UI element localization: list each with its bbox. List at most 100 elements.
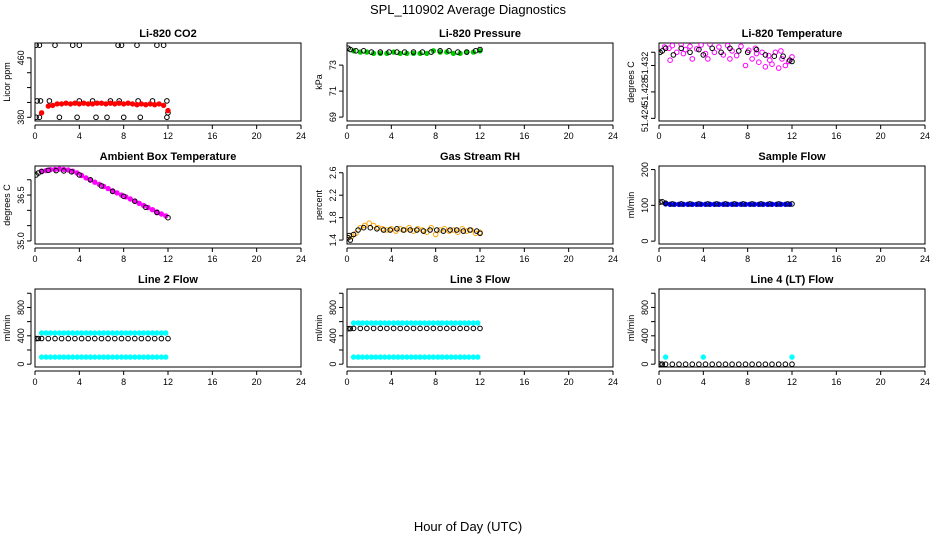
data-point xyxy=(435,354,441,360)
x-tick-label: 24 xyxy=(920,131,930,141)
data-point xyxy=(112,101,118,107)
x-tick-label: 12 xyxy=(787,254,797,264)
data-point xyxy=(430,320,437,326)
data-point xyxy=(132,335,138,342)
y-tick-label: 0 xyxy=(640,362,650,367)
data-point xyxy=(410,49,417,55)
x-tick-label: 16 xyxy=(207,254,217,264)
data-point xyxy=(137,114,144,121)
data-point xyxy=(129,101,136,107)
y-tick-label: 100 xyxy=(640,198,650,213)
data-point xyxy=(460,228,467,234)
x-tick-label: 8 xyxy=(121,377,126,387)
data-point xyxy=(100,330,107,336)
data-point xyxy=(407,227,414,233)
plot-frame xyxy=(658,42,926,122)
data-point xyxy=(78,354,85,360)
data-point xyxy=(367,224,374,231)
data-point xyxy=(390,354,397,360)
data-point xyxy=(145,335,151,342)
data-point xyxy=(771,53,778,60)
data-point xyxy=(65,330,71,336)
data-point xyxy=(65,335,72,342)
y-axis-label: degrees C xyxy=(626,61,636,103)
data-point xyxy=(140,330,147,336)
data-point xyxy=(78,330,85,336)
series-cyan-upper xyxy=(350,320,481,326)
data-layer xyxy=(659,199,795,207)
x-tick-label: 16 xyxy=(519,131,529,141)
data-point xyxy=(428,49,435,55)
data-point xyxy=(107,100,114,106)
data-point xyxy=(477,46,483,53)
x-tick-label: 16 xyxy=(519,377,529,387)
data-point xyxy=(453,227,460,233)
data-point xyxy=(118,354,125,360)
data-point xyxy=(444,354,450,360)
x-tick-label: 24 xyxy=(608,131,618,141)
y-tick-label: 800 xyxy=(328,300,338,315)
data-point xyxy=(722,361,729,367)
x-tick-label: 16 xyxy=(831,377,841,387)
data-point xyxy=(78,335,85,342)
data-point xyxy=(114,354,120,360)
data-point xyxy=(164,114,170,121)
series-magenta xyxy=(38,166,169,219)
data-point xyxy=(125,335,131,342)
data-point xyxy=(689,361,696,367)
data-point xyxy=(154,330,160,336)
data-point xyxy=(659,199,666,205)
data-point xyxy=(74,330,80,336)
data-point xyxy=(38,330,45,336)
data-point xyxy=(85,101,91,107)
y-axis-label: degrees C xyxy=(2,184,12,226)
data-point xyxy=(58,101,65,107)
data-point xyxy=(705,201,711,207)
panel-5: Gas Stream RH 0 4 8 12 16 20 24 1.4 1.8 2.2 2.6 perc… xyxy=(314,151,618,264)
data-point xyxy=(461,354,468,360)
x-tick-label: 20 xyxy=(252,377,262,387)
data-point xyxy=(463,325,470,332)
data-point xyxy=(448,320,454,326)
data-point xyxy=(118,43,125,48)
data-point xyxy=(359,320,366,326)
plot-frame xyxy=(34,42,302,122)
y-tick-label: 400 xyxy=(16,328,26,343)
data-point xyxy=(69,330,76,336)
data-point xyxy=(366,220,373,226)
panel-title: Line 3 Flow xyxy=(450,274,510,286)
data-point xyxy=(373,354,379,360)
x-tick-label: 8 xyxy=(433,131,438,141)
panel-title: Gas Stream RH xyxy=(440,151,520,163)
data-point xyxy=(437,48,443,54)
data-point xyxy=(355,227,361,233)
data-point xyxy=(36,43,43,48)
plot-frame xyxy=(34,165,302,245)
data-point xyxy=(709,45,716,52)
data-point xyxy=(752,45,759,52)
data-point xyxy=(408,354,414,360)
data-point xyxy=(61,168,67,174)
data-point xyxy=(477,325,483,332)
data-point xyxy=(435,320,441,326)
data-point xyxy=(132,354,138,360)
y-axis-label: Licor ppm xyxy=(2,62,12,102)
x-tick-label: 12 xyxy=(475,254,485,264)
y-tick-label: 51.428 xyxy=(640,78,650,106)
data-point xyxy=(105,330,111,336)
data-point xyxy=(52,354,58,360)
panel-title: Ambient Box Temperature xyxy=(100,151,237,163)
data-point xyxy=(659,361,666,367)
x-tick-label: 20 xyxy=(876,254,886,264)
data-point xyxy=(377,320,383,326)
data-point xyxy=(401,49,408,55)
data-point xyxy=(360,224,367,231)
data-point xyxy=(426,320,432,326)
data-point xyxy=(421,320,428,326)
x-tick-label: 24 xyxy=(920,254,930,264)
data-point xyxy=(767,201,773,207)
y-tick-label: 1.4 xyxy=(328,234,338,247)
data-point xyxy=(76,101,82,107)
data-point xyxy=(52,330,58,336)
